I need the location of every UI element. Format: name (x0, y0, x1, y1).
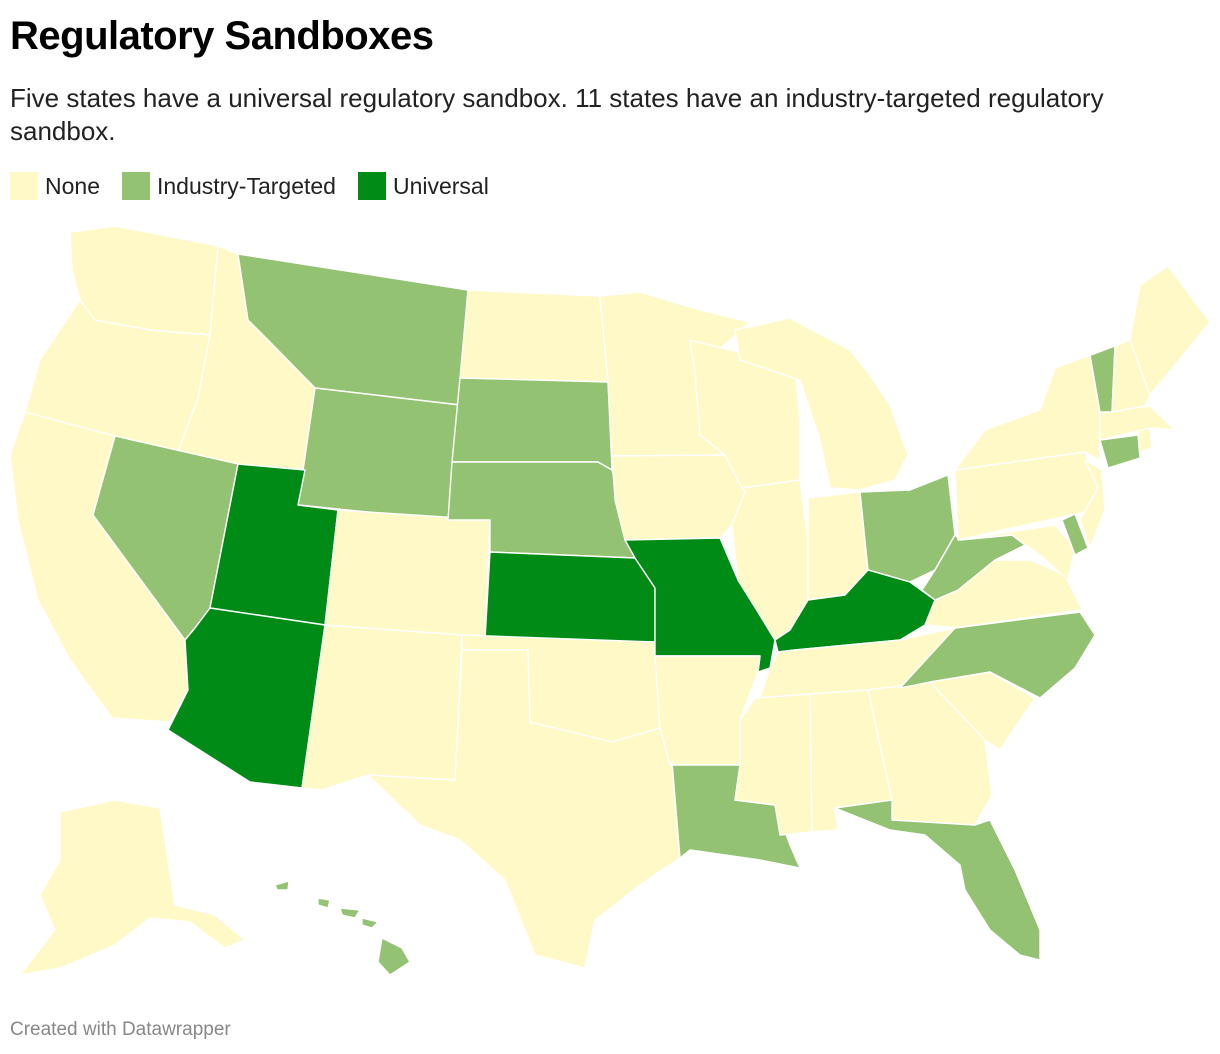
state-RI[interactable] (1137, 427, 1153, 453)
state-CO[interactable] (324, 509, 491, 641)
state-NJ[interactable] (1079, 459, 1106, 549)
state-DE[interactable] (1061, 513, 1089, 556)
legend-item-industry-targeted: Industry-Targeted (121, 172, 336, 200)
footer-credit: Created with Datawrapper (10, 1019, 231, 1040)
legend-item-universal: Universal (357, 172, 489, 200)
state-NM[interactable] (301, 624, 463, 791)
map-subtitle: Five states have a universal regulatory … (10, 83, 1104, 146)
state-AK[interactable] (19, 799, 246, 976)
state-HI-3[interactable] (339, 907, 361, 919)
state-MD[interactable] (957, 524, 1076, 581)
state-CT[interactable] (1099, 434, 1141, 469)
state-ND[interactable] (459, 289, 609, 383)
state-NH[interactable] (1111, 339, 1151, 413)
legend-label-industry-targeted: Industry-Targeted (156, 173, 336, 199)
map-title: Regulatory Sandboxes (10, 14, 434, 58)
legend-item-none: None (10, 172, 100, 200)
state-WY[interactable] (297, 387, 461, 521)
state-KY[interactable] (774, 569, 936, 653)
state-HI-1[interactable] (274, 880, 290, 891)
state-ME[interactable] (1129, 265, 1211, 396)
state-MI[interactable] (734, 317, 909, 491)
state-VT[interactable] (1082, 345, 1116, 413)
state-AZ[interactable] (167, 607, 326, 789)
legend-swatch-industry-targeted (121, 172, 150, 200)
state-MO[interactable] (624, 537, 776, 673)
state-HI-5[interactable] (377, 937, 411, 976)
legend-swatch-universal (357, 172, 386, 200)
legend: None Industry-Targeted Universal (10, 172, 511, 200)
legend-swatch-none (10, 172, 38, 200)
state-NY[interactable] (954, 354, 1101, 471)
state-HI-2[interactable] (317, 897, 331, 909)
state-KS[interactable] (484, 551, 656, 643)
state-FL[interactable] (834, 799, 1041, 961)
state-IA[interactable] (611, 454, 746, 541)
us-states-map (9, 225, 1211, 976)
state-SD[interactable] (451, 377, 613, 471)
state-TX[interactable] (367, 649, 681, 969)
legend-label-none: None (45, 173, 100, 199)
legend-label-universal: Universal (392, 173, 489, 199)
state-HI-4[interactable] (361, 917, 379, 929)
state-NC[interactable] (899, 611, 1096, 699)
